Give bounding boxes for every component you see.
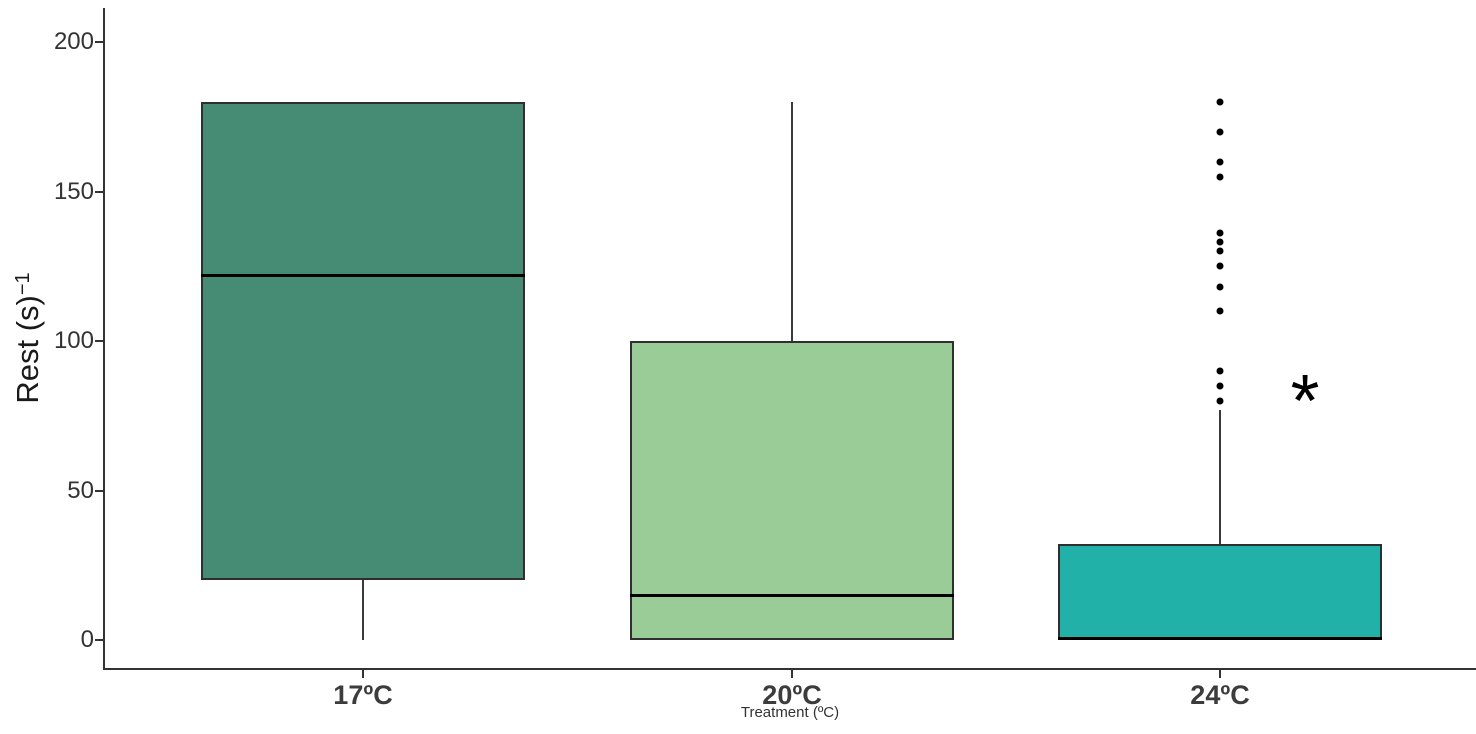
y-tick-label: 150 (53, 177, 94, 205)
median-line-2 (630, 593, 954, 597)
outlier-dot (1216, 98, 1224, 106)
x-axis-tick (362, 670, 364, 678)
box-3 (1058, 544, 1382, 640)
box-2 (630, 341, 954, 640)
y-axis-tick (95, 639, 103, 641)
x-tick-label-3: 24ºC (1190, 680, 1250, 710)
x-axis-tick (791, 670, 793, 678)
outlier-dot (1216, 283, 1224, 291)
x-axis-title: Treatment (ºC) (740, 704, 840, 721)
box-1 (201, 101, 525, 581)
outlier-dot (1216, 229, 1224, 237)
x-axis-line (103, 668, 1476, 670)
x-tick-label-2: 20ºC (762, 680, 822, 710)
y-axis-tick (95, 340, 103, 342)
median-line-3 (1058, 636, 1382, 640)
y-axis-title-exponent: −1 (11, 272, 34, 296)
significance-asterisk: * (1290, 358, 1320, 442)
x-tick-label-1: 17ºC (333, 680, 393, 710)
y-axis-tick (95, 190, 103, 193)
y-axis-tick (95, 489, 103, 492)
upper-whisker-2 (791, 101, 793, 341)
outlier-dot (1216, 367, 1224, 375)
y-axis-title: Rest (s)−1 (10, 272, 46, 403)
y-axis-title-base: Rest (s) (10, 295, 46, 404)
y-tick-label: 100 (53, 327, 94, 354)
y-axis-line (103, 8, 105, 670)
y-tick-label: 200 (53, 28, 94, 55)
upper-whisker-3 (1219, 409, 1221, 545)
x-axis-tick (1219, 670, 1221, 678)
y-tick-label: 0 (80, 626, 94, 653)
lower-whisker-1 (362, 580, 364, 640)
outlier-dot (1216, 238, 1224, 246)
outlier-dot (1216, 307, 1224, 315)
outlier-dot (1216, 247, 1224, 255)
outlier-dot (1216, 397, 1224, 405)
median-line-1 (201, 273, 525, 277)
outlier-dot (1216, 128, 1224, 136)
outlier-dot (1216, 158, 1224, 166)
y-axis-tick (95, 41, 103, 43)
outlier-dot (1216, 382, 1224, 390)
outlier-dot (1216, 262, 1224, 270)
y-tick-label: 50 (67, 476, 94, 504)
outlier-dot (1216, 173, 1224, 181)
